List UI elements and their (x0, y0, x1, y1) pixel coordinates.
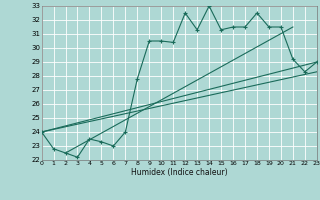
X-axis label: Humidex (Indice chaleur): Humidex (Indice chaleur) (131, 168, 228, 177)
